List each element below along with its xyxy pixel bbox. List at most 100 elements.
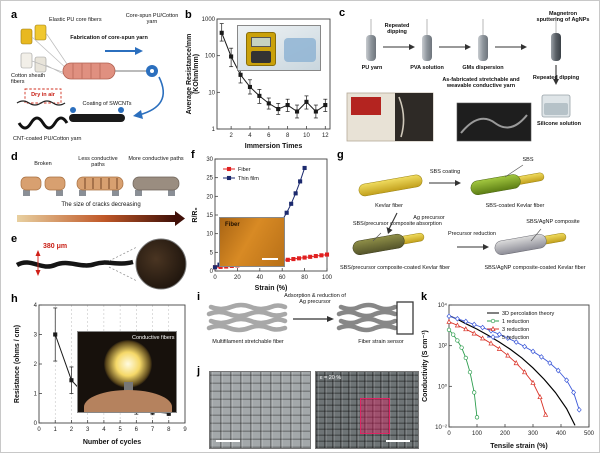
panel-f-label: f (191, 149, 195, 161)
panel-i-art (206, 301, 414, 335)
dry-in-air-label: Dry in air (31, 92, 55, 98)
fiber-photo-icon (15, 259, 134, 269)
svg-text:10⁻²: 10⁻² (435, 425, 447, 431)
svg-text:8: 8 (286, 133, 290, 139)
fiber-sensor-icon (336, 302, 398, 333)
strain-label: ε = 20 % (320, 375, 342, 381)
svg-text:0: 0 (34, 421, 38, 427)
svg-text:400: 400 (556, 431, 567, 437)
cnt-coated-label: CNT-coated PU/Cotton yarn (13, 136, 82, 142)
svg-text:9: 9 (183, 427, 187, 433)
repeated-dipping-label: Repeated dipping (384, 23, 410, 36)
svg-text:Thin film: Thin film (238, 176, 259, 182)
swcnt-coating-tube-icon (69, 107, 125, 122)
multimeter-dial (251, 51, 271, 63)
svg-text:Strain (%): Strain (%) (255, 285, 288, 292)
cracks-caption: The size of cracks decreasing (61, 202, 141, 208)
pu-yarn-label: PU yarn (361, 65, 383, 71)
kevlar-label: Kevlar fiber (375, 203, 403, 209)
svg-text:Immersion Times: Immersion Times (245, 143, 303, 150)
svg-text:100: 100 (322, 275, 333, 281)
panel-k-label: k (421, 291, 428, 303)
highlight-region (360, 398, 390, 434)
svg-text:Average Resistance/mm: Average Resistance/mm (186, 34, 193, 115)
svg-text:3D percolation theory: 3D percolation theory (502, 311, 555, 317)
svg-text:4: 4 (34, 303, 38, 309)
sensor-clamp-icon (396, 301, 414, 335)
scale-bar (216, 440, 240, 442)
svg-text:40: 40 (256, 275, 263, 281)
sbs-precursor-label: SBS/precursor composite (352, 221, 416, 227)
panel-a-label: a (11, 9, 18, 21)
gradient-bar-icon (17, 215, 175, 222)
svg-text:1000: 1000 (202, 17, 216, 23)
svg-text:100: 100 (205, 54, 216, 60)
sbs-agnp-label: SBS/AgNP composite (526, 219, 580, 225)
sbs-precursor-coated-label: SBS/precursor composite-coated Kevlar fi… (339, 265, 451, 271)
bulb-base-icon (124, 382, 133, 392)
cnt-yarn-coil-icon (17, 116, 69, 130)
svg-text:R/R₀: R/R₀ (192, 207, 199, 222)
measure-arrows-icon (35, 250, 41, 276)
resistance-cycles-chart: Conductive fibers 0 1 2 3 4 5 6 7 8 9 0 1 2 3 4 Number … (13, 299, 191, 447)
gradient-arrowhead-icon (175, 211, 185, 226)
svg-text:10⁰: 10⁰ (438, 383, 448, 390)
sbs-leader-line (504, 164, 524, 178)
panel-c-label: c (339, 7, 346, 19)
svg-text:7: 7 (151, 427, 155, 433)
supports (23, 190, 175, 196)
hand-icon (84, 390, 172, 412)
panel-a-art (16, 24, 164, 130)
sbs-agnp-fiber-icon (494, 232, 567, 256)
panel-g: g (337, 149, 595, 291)
elastic-pu-label: Elastic PU core fibers (49, 17, 102, 23)
svg-text:Fiber: Fiber (238, 167, 251, 173)
elastic-pu-spools-icon (20, 24, 47, 45)
silicone-label: Silicone solution (536, 121, 581, 127)
svg-text:8: 8 (167, 427, 171, 433)
sbs-coated-label: SBS-coated Kevlar fiber (485, 203, 545, 209)
cotton-sheath-label: Cotton sheath fibers (11, 73, 46, 86)
flow-arrows-icon (383, 44, 559, 85)
fabrication-arrow-icon (105, 47, 143, 55)
magnetron-label: Magnetron sputtering of AgNPs (536, 11, 590, 24)
pva-label: PVA solution (410, 65, 444, 71)
adsorption-label: Adsorption & reduction of Ag precursor (284, 293, 346, 306)
coating-label: Coating of SWCNTs (82, 101, 132, 107)
as-fabricated-label: As-fabricated stretchable and weavable c… (442, 77, 520, 90)
kevlar-fiber-icon (358, 174, 423, 197)
fiber-sample (284, 38, 316, 62)
svg-text:0: 0 (213, 275, 217, 281)
bulb-glow-icon (104, 340, 152, 388)
svg-text:4: 4 (102, 427, 106, 433)
diameter-label: 380 μm (43, 243, 68, 250)
svg-text:2: 2 (229, 133, 233, 139)
panel-d-label: d (11, 151, 18, 163)
panel-g-art (352, 164, 567, 256)
svg-text:10²: 10² (438, 344, 447, 350)
panel-h: h Conductive fibers 0 1 2 3 4 5 6 7 8 9 0 1 2 3 4 Numbe… (11, 293, 191, 451)
svg-text:1: 1 (212, 127, 216, 133)
conductive-yarn-photo (456, 102, 532, 142)
svg-text:10: 10 (206, 232, 213, 238)
svg-text:10⁴: 10⁴ (438, 302, 448, 309)
panel-e: e 380 μm (11, 233, 191, 293)
svg-text:Resistance (ohms / cm): Resistance (ohms / cm) (14, 325, 21, 403)
multimeter-screen (251, 37, 271, 47)
beaker-icon (541, 94, 571, 118)
broken-label: Broken (34, 161, 52, 167)
svg-text:200: 200 (500, 431, 511, 437)
reduction-arrow-icon (457, 244, 489, 250)
panel-f: f Fiber 0 20 40 60 80 100 0 5 10 15 20 25 30 Strain (… (191, 149, 335, 293)
svg-text:0: 0 (210, 269, 214, 275)
panel-k: k 0 100 200 300 400 500 10⁻² 10⁰ 10² 10⁴ Tensile s… (421, 291, 597, 451)
svg-text:20: 20 (234, 275, 241, 281)
svg-text:3: 3 (34, 333, 38, 339)
svg-text:60: 60 (279, 275, 286, 281)
svg-text:15: 15 (206, 213, 213, 219)
svg-text:6: 6 (267, 133, 271, 139)
inset-fiber-label: Fiber (225, 222, 240, 228)
sbs-label: SBS (522, 157, 534, 163)
gms-label: GMs dispersion (462, 65, 504, 71)
sbs-coating-arrow-icon (429, 180, 461, 186)
